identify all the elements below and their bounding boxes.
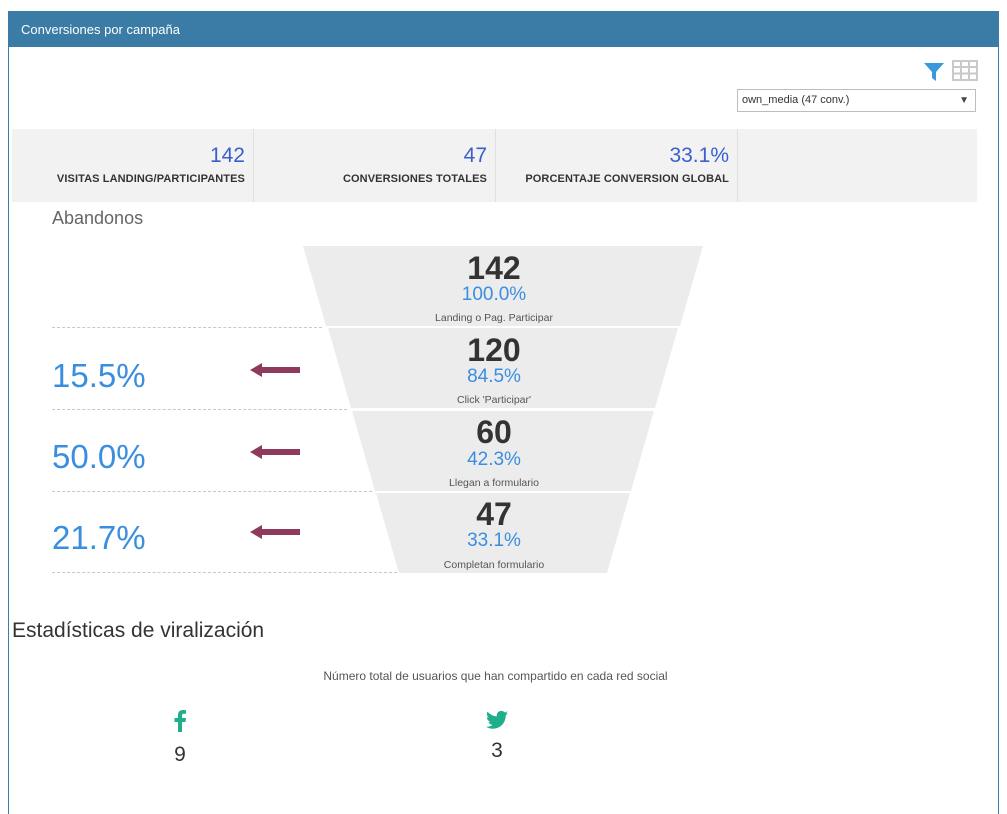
stage-count: 47: [476, 496, 512, 532]
kpi-value: 47: [463, 144, 487, 167]
dropoff-value: 50.0%: [52, 438, 146, 475]
social-facebook: 9: [150, 710, 210, 767]
kpi-value: 33.1%: [669, 144, 729, 167]
twitter-icon: [486, 710, 508, 729]
stage-percentage: 33.1%: [467, 530, 521, 551]
funnel-stage-3: [352, 411, 654, 491]
stage-percentage: 100.0%: [461, 284, 527, 305]
funnel-divider: [52, 491, 372, 492]
virality-title: Estadísticas de viralización: [12, 619, 265, 642]
kpi-bar: 142 VISITAS LANDING/PARTICIPANTES 47 CON…: [12, 129, 977, 202]
arrow-left-icon: [250, 525, 300, 539]
stage-label: Click 'Participar': [456, 394, 532, 406]
stage-count: 60: [476, 414, 512, 450]
kpi-visits: 142 VISITAS LANDING/PARTICIPANTES: [12, 129, 254, 202]
table-icon[interactable]: [952, 60, 978, 82]
stage-count: 142: [467, 250, 521, 286]
campaign-select[interactable]: own_media (47 conv.) ▼: [737, 89, 976, 112]
chevron-down-icon: ▼: [959, 95, 969, 106]
kpi-label: CONVERSIONES TOTALES: [342, 173, 487, 185]
stage-label: Completan formulario: [443, 559, 545, 571]
dropoff-title: Abandonos: [52, 208, 144, 228]
stage-count: 120: [467, 332, 521, 368]
stage-percentage: 84.5%: [467, 366, 521, 387]
funnel-stage-1: [303, 246, 703, 326]
stage-label: Landing o Pag. Participar: [435, 312, 553, 324]
kpi-conversions: 47 CONVERSIONES TOTALES: [254, 129, 496, 202]
conversions-panel: Conversiones por campaña: [8, 11, 999, 814]
kpi-value: 142: [209, 144, 245, 167]
campaign-select-value: own_media (47 conv.): [742, 94, 850, 106]
funnel-divider: [52, 327, 322, 328]
funnel-stage-2: [328, 328, 678, 408]
dropoff-value: 15.5%: [52, 357, 146, 394]
share-count: 3: [491, 739, 503, 762]
kpi-label: PORCENTAJE CONVERSION GLOBAL: [525, 173, 729, 185]
virality-subtitle: Número total de usuarios que han compart…: [323, 669, 668, 683]
share-count: 9: [174, 743, 186, 766]
stage-percentage: 42.3%: [467, 449, 521, 470]
arrow-left-icon: [250, 445, 300, 459]
arrow-left-icon: [250, 363, 300, 377]
stage-label: Llegan a formulario: [449, 477, 539, 489]
kpi-label: VISITAS LANDING/PARTICIPANTES: [56, 173, 245, 185]
social-twitter: 3: [467, 710, 527, 763]
funnel-divider: [52, 409, 347, 410]
panel-header: Conversiones por campaña: [9, 12, 998, 47]
kpi-conversion-rate: 33.1% PORCENTAJE CONVERSION GLOBAL: [496, 129, 738, 202]
funnel-stage-4: [376, 493, 630, 573]
filter-icon[interactable]: [923, 61, 945, 83]
facebook-icon: [174, 710, 186, 732]
funnel-divider: [52, 572, 397, 573]
dropoff-value: 21.7%: [52, 519, 146, 556]
